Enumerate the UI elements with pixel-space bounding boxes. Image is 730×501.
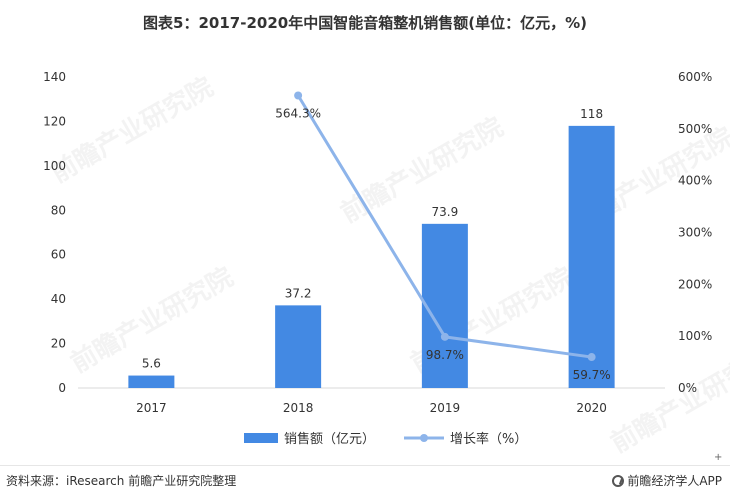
y-right-tick-label: 400% — [678, 174, 712, 188]
growth-point — [587, 353, 596, 362]
y-left-tick-label: 100 — [43, 159, 66, 173]
growth-point — [440, 332, 449, 341]
bar-value-label: 5.6 — [142, 357, 161, 371]
y-left-tick-label: 120 — [43, 114, 66, 128]
y-right-tick-label: 200% — [678, 277, 712, 291]
growth-value-label: 564.3% — [275, 107, 321, 121]
bar — [568, 125, 615, 388]
footer-divider — [0, 465, 730, 466]
bar-value-label: 73.9 — [432, 205, 459, 219]
legend-line-marker — [420, 434, 428, 442]
legend-bar-swatch — [244, 433, 278, 443]
y-left-tick-label: 0 — [58, 381, 66, 395]
y-right-tick-label: 500% — [678, 122, 712, 136]
brand-label: 前瞻经济学人APP — [627, 474, 722, 488]
brand-logo-icon — [612, 474, 625, 487]
y-right-tick-label: 0% — [678, 381, 697, 395]
x-tick-label: 2017 — [136, 401, 167, 415]
chart-title: 图表5：2017-2020年中国智能音箱整机销售额(单位：亿元，%) — [143, 14, 587, 32]
y-left-tick-label: 20 — [51, 337, 66, 351]
plus-mark: + — [714, 452, 723, 463]
growth-point — [294, 91, 303, 100]
legend-bar-label: 销售额（亿元） — [284, 431, 375, 447]
growth-value-label: 98.7% — [426, 348, 464, 362]
y-left-tick-label: 40 — [51, 292, 66, 306]
growth-value-label: 59.7% — [573, 368, 611, 382]
brand-badge: 前瞻经济学人APP — [612, 472, 722, 489]
x-tick-label: 2019 — [430, 401, 461, 415]
y-left-tick-label: 60 — [51, 248, 66, 262]
bar-value-label: 37.2 — [285, 286, 312, 300]
y-right-tick-label: 600% — [678, 70, 712, 84]
source-note: 资料来源：iResearch 前瞻产业研究院整理 — [6, 474, 237, 488]
bar — [421, 223, 468, 388]
legend-line-label: 增长率（%） — [450, 431, 527, 447]
x-tick-label: 2018 — [283, 401, 314, 415]
y-left-tick-label: 80 — [51, 203, 66, 217]
bar-value-label: 118 — [580, 107, 603, 121]
y-left-tick-label: 140 — [43, 70, 66, 84]
bar — [128, 375, 175, 388]
x-tick-label: 2020 — [576, 401, 607, 415]
bar — [275, 305, 322, 388]
y-right-tick-label: 100% — [678, 329, 712, 343]
y-right-tick-label: 300% — [678, 226, 712, 240]
